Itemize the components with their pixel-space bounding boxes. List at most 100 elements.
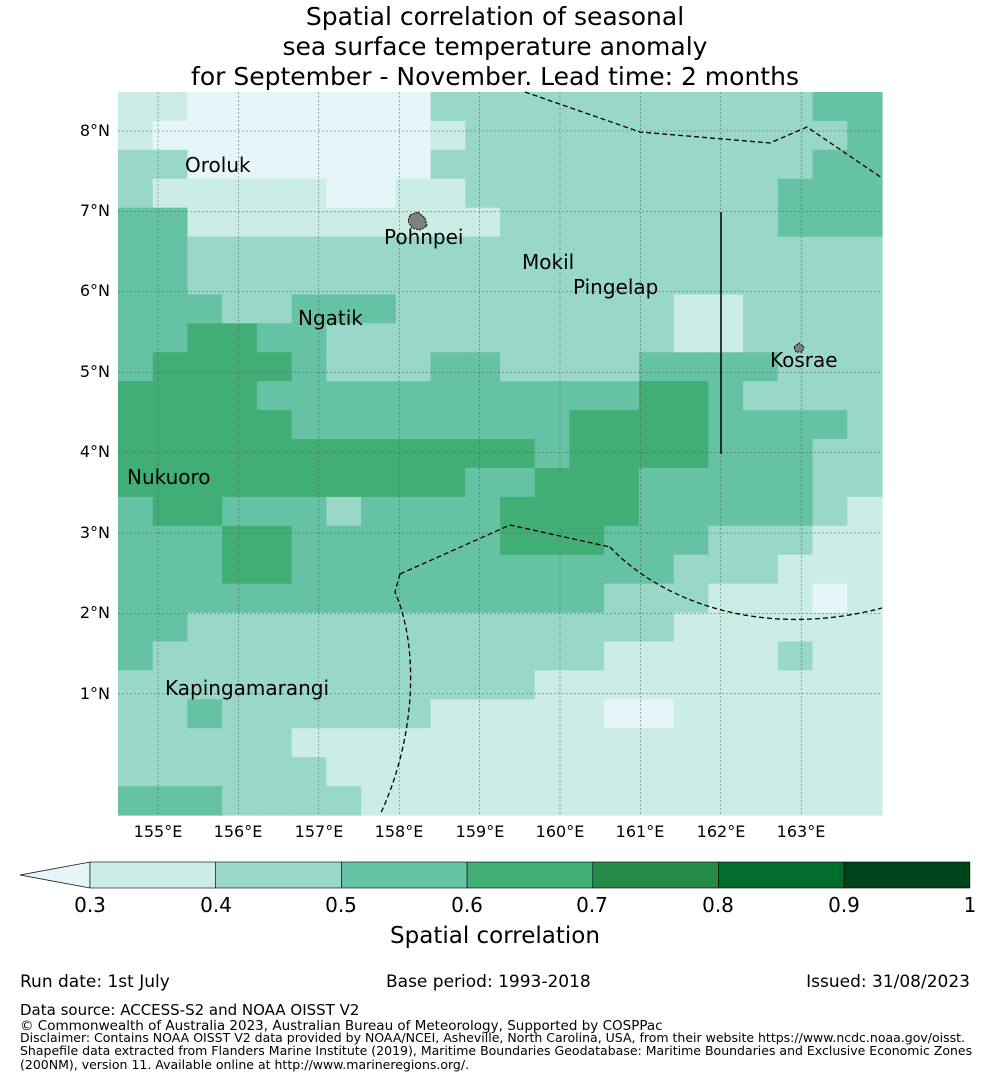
grid-cell [777,352,814,382]
grid-cell [465,699,501,729]
grid-cell [569,757,605,787]
grid-cell [638,670,675,700]
grid-cell [708,728,744,758]
grid-cell [187,323,223,353]
grid-cell [395,525,432,556]
grid-cell [777,699,814,729]
grid-cell [534,178,571,209]
grid-cell [465,583,501,614]
grid-cell [743,178,779,209]
grid-cell [604,265,640,296]
grid-cell [708,583,744,614]
grid-cell [465,670,501,700]
grid-cell [465,120,501,151]
grid-cell [673,612,709,643]
grid-cell [256,757,293,787]
grid-cell [604,554,640,585]
lat-tick-4N: 4°N [79,442,110,461]
grid-cell [500,149,536,180]
eez-boundary-center [399,524,611,575]
grid-cell [465,178,501,209]
grid-cell [361,612,397,643]
grid-cell [743,467,779,498]
grid-cell [465,410,501,440]
grid-cell [430,525,466,556]
grid-cell [465,236,501,267]
grid-cell [187,439,223,469]
grid-cell [291,207,327,238]
grid-cell [291,178,327,209]
grid-cell [291,236,327,267]
lat-lon-gridlines [118,92,882,815]
grid-cell [430,439,466,469]
grid-cell [534,120,571,151]
grid-cell [777,612,814,643]
grid-cell [673,410,709,440]
grid-cell [256,236,293,267]
grid-cell [569,670,605,700]
grid-cell [361,236,397,267]
grid-cell [395,149,432,180]
grid-cell [812,728,848,758]
grid-cell [118,381,154,411]
grid-cell [152,641,189,671]
grid-cell [118,612,154,643]
grid-cell [500,236,536,267]
grid-cell [673,641,709,671]
eez-boundary-south-east [609,546,883,620]
grid-cell [361,265,397,296]
grid-cell [569,467,605,498]
grid-cell [465,294,501,324]
grid-cell [743,757,779,787]
grid-cell [673,554,709,585]
grid-cell [118,786,154,816]
grid-cell [326,641,362,671]
grid-cell [500,612,536,643]
grid-cell [812,265,848,296]
grid-cell [361,381,397,411]
grid-cell [118,207,154,238]
grid-cell [152,381,189,411]
grid-cell [395,236,432,267]
grid-cell [152,410,189,440]
grid-cell [673,178,709,209]
grid-cell [534,786,571,816]
colorbar-tick-1: 1 [963,893,977,917]
grid-cell [847,786,883,816]
grid-cell [395,699,432,729]
grid-cell [395,381,432,411]
grid-cell [465,265,501,296]
grid-cell [256,786,293,816]
grid-cell [256,294,293,324]
grid-cell [395,178,432,209]
grid-cell [673,439,709,469]
grid-cell [604,120,640,151]
grid-cell [118,496,154,527]
grid-cell [708,496,744,527]
grid-cell [430,236,466,267]
grid-cell [500,554,536,585]
grid-cell [430,612,466,643]
grid-cell [604,757,640,787]
grid-cell [465,641,501,671]
grid-cell [222,352,258,382]
grid-cell [777,207,814,238]
grid-cell [187,699,223,729]
grid-cell [708,786,744,816]
grid-cell [812,120,848,151]
grid-cell [569,525,605,556]
grid-cell [430,120,466,151]
grid-cell [256,120,293,151]
grid-cell [256,207,293,238]
grid-cell [604,149,640,180]
grid-cell [326,467,362,498]
grid-cell [430,641,466,671]
grid-cell [777,757,814,787]
grid-cell [743,410,779,440]
grid-cell [187,265,223,296]
eez-boundary-south-west [379,573,412,816]
grid-cell [222,323,258,353]
grid-cell [326,352,362,382]
grid-cell [465,728,501,758]
grid-cell [222,92,258,122]
